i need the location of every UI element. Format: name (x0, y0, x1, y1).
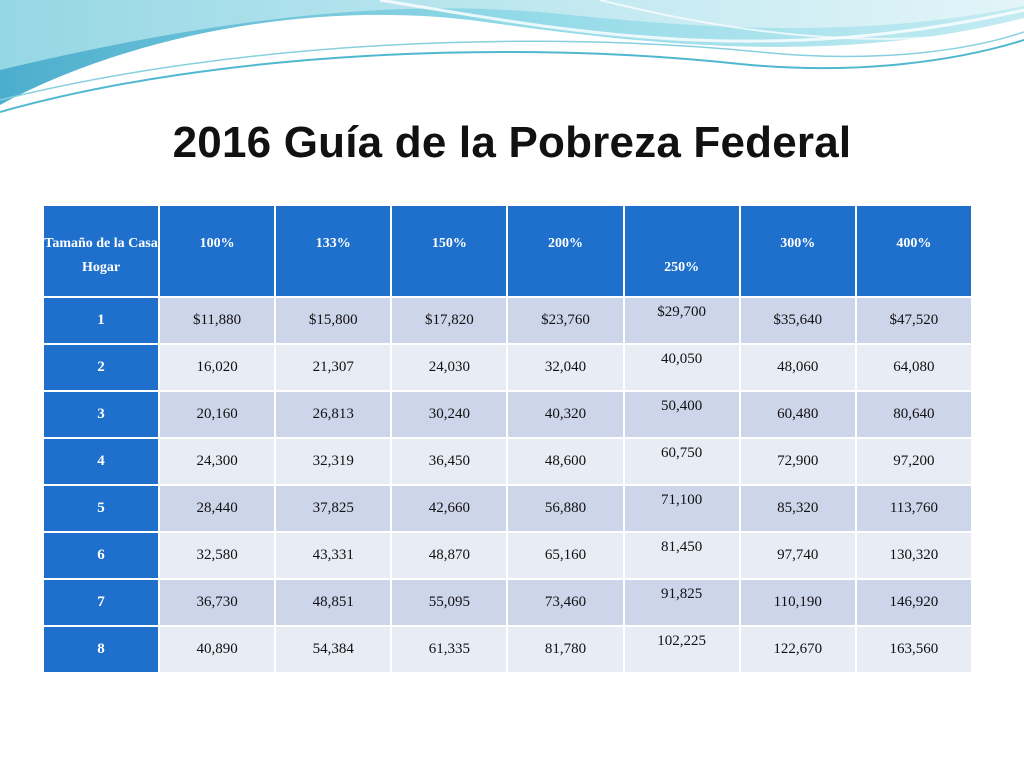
table-cell: 26,813 (274, 390, 393, 439)
header-200: 200% (506, 204, 625, 298)
table-cell: 64,080 (854, 343, 974, 392)
table-cell: 37,825 (274, 484, 393, 533)
table-cell: 20,160 (157, 390, 277, 439)
table-cell: 65,160 (506, 531, 625, 580)
table-row: 4 24,300 32,319 36,450 48,600 60,750 72,… (42, 437, 974, 486)
table-cell: 80,640 (854, 390, 974, 439)
table-cell: 36,730 (157, 578, 277, 627)
table-cell: 16,020 (157, 343, 277, 392)
table-cell: 48,851 (274, 578, 393, 627)
table-cell: 85,320 (738, 484, 857, 533)
row-household-size: 7 (42, 578, 160, 627)
table-cell: $47,520 (854, 296, 974, 345)
table-cell: 32,580 (157, 531, 277, 580)
table-cell: 48,060 (738, 343, 857, 392)
row-household-size: 8 (42, 625, 160, 674)
table-row: 1 $11,880 $15,800 $17,820 $23,760 $29,70… (42, 296, 974, 345)
table-cell: $35,640 (738, 296, 857, 345)
table-cell: 61,335 (390, 625, 509, 674)
header-250: 250% (622, 204, 741, 298)
table-cell: 102,225 (622, 625, 741, 674)
header-133: 133% (274, 204, 393, 298)
table-cell: 163,560 (854, 625, 974, 674)
table-cell: 60,750 (622, 437, 741, 486)
header-row: Tamaño de la Casa Hogar 100% 133% 150% 2… (42, 204, 974, 298)
table-cell: 48,870 (390, 531, 509, 580)
table-cell: 54,384 (274, 625, 393, 674)
table-cell: 21,307 (274, 343, 393, 392)
table-cell: 146,920 (854, 578, 974, 627)
header-150: 150% (390, 204, 509, 298)
table-cell: $15,800 (274, 296, 393, 345)
header-household-size: Tamaño de la Casa Hogar (42, 204, 160, 298)
table-cell: 40,890 (157, 625, 277, 674)
table-cell: 43,331 (274, 531, 393, 580)
row-household-size: 6 (42, 531, 160, 580)
table-cell: 113,760 (854, 484, 974, 533)
table-cell: $17,820 (390, 296, 509, 345)
table-cell: $23,760 (506, 296, 625, 345)
table-cell: 110,190 (738, 578, 857, 627)
table-row: 7 36,730 48,851 55,095 73,460 91,825 110… (42, 578, 974, 627)
table-cell: 81,780 (506, 625, 625, 674)
table-cell: 28,440 (157, 484, 277, 533)
table-row: 5 28,440 37,825 42,660 56,880 71,100 85,… (42, 484, 974, 533)
table-cell: 56,880 (506, 484, 625, 533)
table-cell: 97,200 (854, 437, 974, 486)
table-cell: 40,320 (506, 390, 625, 439)
table-cell: 72,900 (738, 437, 857, 486)
table-cell: 81,450 (622, 531, 741, 580)
table-cell: $29,700 (622, 296, 741, 345)
table-cell: 122,670 (738, 625, 857, 674)
table-cell: 97,740 (738, 531, 857, 580)
table-cell: 24,030 (390, 343, 509, 392)
table-row: 6 32,580 43,331 48,870 65,160 81,450 97,… (42, 531, 974, 580)
table-cell: 42,660 (390, 484, 509, 533)
table-cell: 55,095 (390, 578, 509, 627)
row-household-size: 3 (42, 390, 160, 439)
header-300: 300% (738, 204, 857, 298)
table-row: 2 16,020 21,307 24,030 32,040 40,050 48,… (42, 343, 974, 392)
table-cell: 36,450 (390, 437, 509, 486)
decorative-wave-banner (0, 0, 1024, 113)
row-household-size: 2 (42, 343, 160, 392)
table-cell: 30,240 (390, 390, 509, 439)
table-row: 3 20,160 26,813 30,240 40,320 50,400 60,… (42, 390, 974, 439)
poverty-guideline-table: Tamaño de la Casa Hogar 100% 133% 150% 2… (42, 204, 974, 674)
table-cell: 73,460 (506, 578, 625, 627)
table-cell: 50,400 (622, 390, 741, 439)
header-400: 400% (854, 204, 974, 298)
table-cell: $11,880 (157, 296, 277, 345)
slide-title: 2016 Guía de la Pobreza Federal (172, 118, 852, 167)
table-cell: 32,040 (506, 343, 625, 392)
row-household-size: 4 (42, 437, 160, 486)
table-cell: 91,825 (622, 578, 741, 627)
table-row: 8 40,890 54,384 61,335 81,780 102,225 12… (42, 625, 974, 674)
table-cell: 71,100 (622, 484, 741, 533)
table-cell: 32,319 (274, 437, 393, 486)
row-household-size: 5 (42, 484, 160, 533)
table-cell: 130,320 (854, 531, 974, 580)
table-cell: 24,300 (157, 437, 277, 486)
table-cell: 48,600 (506, 437, 625, 486)
row-household-size: 1 (42, 296, 160, 345)
table-cell: 60,480 (738, 390, 857, 439)
header-100: 100% (157, 204, 277, 298)
table-cell: 40,050 (622, 343, 741, 392)
